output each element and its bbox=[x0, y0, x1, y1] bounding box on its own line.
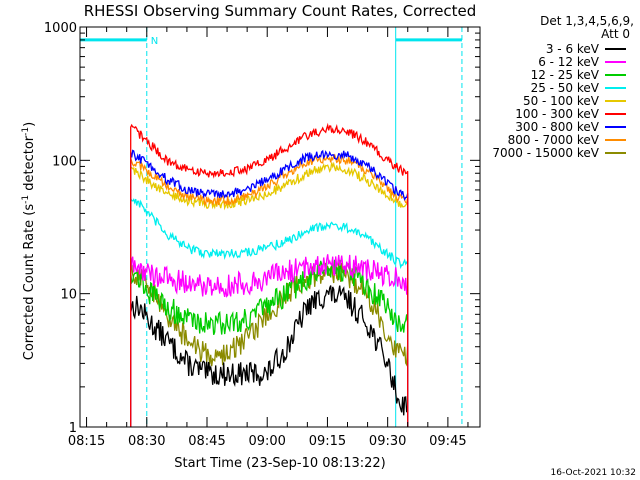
legend-label: 100 - 300 keV bbox=[515, 107, 599, 121]
x-tick-label: 08:30 bbox=[128, 434, 165, 449]
y-tick-label: 10 bbox=[60, 288, 77, 303]
x-tick-label: 08:45 bbox=[188, 434, 225, 449]
legend-header: Det 1,3,4,5,6,9, Att 0 bbox=[540, 14, 634, 41]
series-layer bbox=[130, 122, 409, 427]
flag-annotation: N bbox=[151, 36, 158, 47]
legend-label: 12 - 25 keV bbox=[531, 68, 600, 82]
axes: 08:15 08:30 08:45 09:00 09:15 09:30 09:45 1 10 10… bbox=[44, 21, 480, 449]
x-tick-label: 09:30 bbox=[369, 434, 406, 449]
flag-markers: N bbox=[79, 27, 463, 427]
y-tick-label: 100 bbox=[52, 154, 77, 169]
x-tick-label: 09:45 bbox=[429, 434, 466, 449]
series-line bbox=[130, 161, 409, 427]
legend-label: 25 - 50 keV bbox=[531, 81, 600, 95]
y-tick-label: 1 bbox=[69, 421, 77, 436]
legend-label: 7000 - 15000 keV bbox=[492, 146, 599, 160]
x-tick-label: 09:15 bbox=[309, 434, 346, 449]
y-axis-label: Corrected Count Rate (s-1 detector-1) bbox=[21, 122, 37, 360]
x-tick-label: 08:15 bbox=[68, 434, 105, 449]
legend-label: 800 - 7000 keV bbox=[508, 133, 600, 147]
series-line bbox=[130, 149, 409, 427]
x-axis-label: Start Time (23-Sep-10 08:13:22) bbox=[174, 456, 385, 471]
series-line bbox=[130, 122, 409, 427]
legend-label: 3 - 6 keV bbox=[546, 42, 600, 56]
y-tick-label: 1000 bbox=[44, 21, 77, 36]
chart-title: RHESSI Observing Summary Count Rates, Co… bbox=[84, 2, 477, 20]
legend-label: 300 - 800 keV bbox=[515, 120, 599, 134]
legend-header-line-1: Det 1,3,4,5,6,9, bbox=[540, 14, 634, 28]
series-line bbox=[130, 198, 409, 427]
series-line bbox=[130, 254, 409, 427]
legend-header-line-2: Att 0 bbox=[601, 27, 630, 41]
footer-date: 16-Oct-2021 10:32 bbox=[551, 468, 636, 478]
series-line bbox=[130, 285, 409, 427]
series-line bbox=[130, 153, 409, 427]
plot-frame bbox=[79, 26, 481, 428]
legend-label: 50 - 100 keV bbox=[523, 94, 600, 108]
legend-label: 6 - 12 keV bbox=[538, 55, 600, 69]
x-tick-label: 09:00 bbox=[248, 434, 285, 449]
